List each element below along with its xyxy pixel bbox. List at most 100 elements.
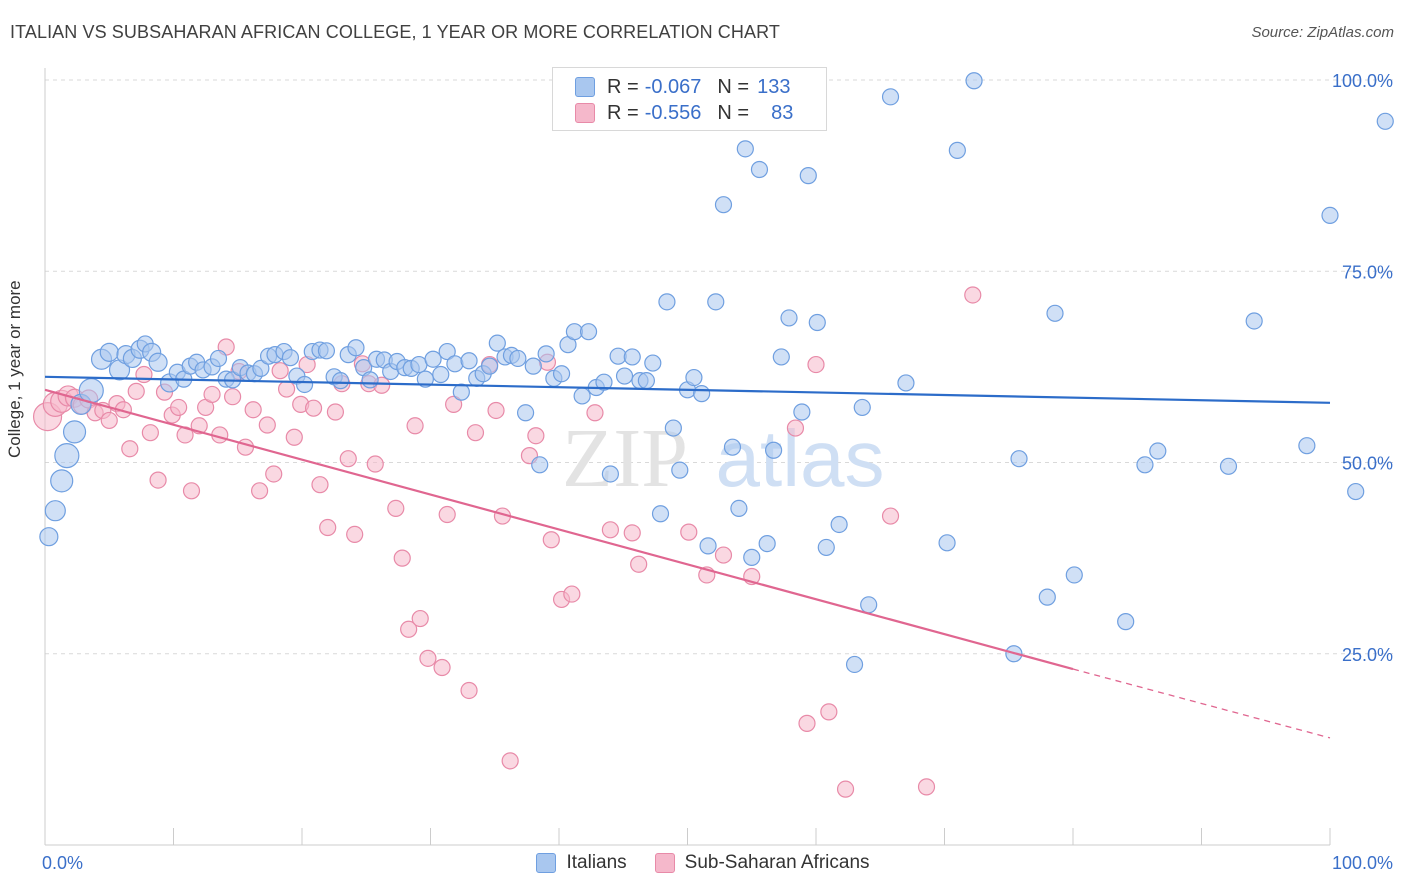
italian-point xyxy=(799,167,817,185)
italian-point xyxy=(1245,312,1263,330)
italian-point xyxy=(252,359,270,378)
italian-point xyxy=(531,456,549,474)
italian-point xyxy=(764,441,783,459)
italian-point xyxy=(658,293,676,311)
african-point xyxy=(623,524,641,542)
italian-point xyxy=(317,342,336,360)
italian-point xyxy=(509,349,527,368)
african-point xyxy=(250,482,269,500)
italian-point xyxy=(524,357,542,375)
african-point xyxy=(366,455,384,473)
italian-point xyxy=(948,141,966,159)
african-point xyxy=(411,609,429,628)
italian-point xyxy=(573,387,591,405)
italian-point xyxy=(938,534,956,552)
italian-point xyxy=(758,534,776,553)
african-trend-line xyxy=(44,388,1074,671)
african-point xyxy=(400,620,418,638)
watermark: ZIP atlas xyxy=(562,412,884,505)
african-point xyxy=(466,424,485,442)
african-point xyxy=(393,549,411,567)
italian-point xyxy=(595,373,613,391)
legend-row-africans: R = -0.556 N = 83 xyxy=(575,101,793,125)
african-point xyxy=(786,419,805,437)
italian-point xyxy=(780,309,798,327)
italian-point xyxy=(644,354,662,372)
italian-point xyxy=(845,655,864,674)
legend-item-africans[interactable]: Sub-Saharan Africans xyxy=(654,852,870,874)
legend-item-italians[interactable]: Italians xyxy=(536,852,627,874)
y-tick-label: 100.0% xyxy=(1332,71,1393,91)
african-point xyxy=(438,505,456,524)
italian-point xyxy=(601,465,620,483)
italian-point xyxy=(623,348,641,366)
african-point xyxy=(203,385,221,404)
legend-n-value: 83 xyxy=(771,101,794,124)
chart-title: ITALIAN VS SUBSAHARAN AFRICAN COLLEGE, 1… xyxy=(10,22,780,42)
y-tick-label: 25.0% xyxy=(1342,645,1393,665)
african-point xyxy=(820,703,838,721)
axes xyxy=(44,68,1331,846)
italian-point xyxy=(537,345,555,363)
italian-point xyxy=(615,367,634,385)
italian-point xyxy=(331,372,350,390)
italian-point xyxy=(730,499,748,517)
legend-r-value: -0.556 xyxy=(644,101,702,124)
italian-point xyxy=(637,372,655,390)
italian-point xyxy=(853,398,871,417)
african-point xyxy=(326,403,345,421)
x-tick-label-min: 0.0% xyxy=(42,853,83,873)
italian-point xyxy=(772,348,790,366)
italian-point xyxy=(664,419,682,437)
italian-point xyxy=(1298,437,1316,455)
african-point xyxy=(406,417,424,435)
italian-point xyxy=(830,515,848,534)
african-point xyxy=(807,355,825,374)
italian-point xyxy=(1219,457,1238,475)
african-point xyxy=(836,780,855,798)
italian-point xyxy=(579,323,598,341)
italian-points xyxy=(39,72,1394,674)
x-tick-label-max: 100.0% xyxy=(1332,853,1393,873)
italian-point xyxy=(481,357,499,375)
african-point xyxy=(964,286,982,304)
italian-point xyxy=(361,371,379,389)
italian-point xyxy=(438,342,456,361)
italian-point xyxy=(736,140,754,158)
african-point xyxy=(127,382,145,400)
african-point xyxy=(680,523,698,541)
italian-point xyxy=(424,350,442,368)
italian-swatch xyxy=(575,77,595,97)
african-point xyxy=(339,450,357,468)
italian-point xyxy=(452,383,470,401)
italian-point xyxy=(1149,442,1167,460)
italian-point xyxy=(44,500,66,522)
african-point xyxy=(244,401,262,419)
italian-point xyxy=(1010,450,1028,468)
italian-point xyxy=(62,420,87,444)
italian-point xyxy=(817,538,835,557)
legend-label-africans: Sub-Saharan Africans xyxy=(684,852,870,873)
african-point xyxy=(121,440,139,458)
italian-trend-line xyxy=(44,375,1331,404)
african-point xyxy=(182,482,201,500)
african-point xyxy=(501,752,519,770)
african-point xyxy=(170,398,188,417)
y-tick-label: 50.0% xyxy=(1342,454,1393,474)
african-point xyxy=(319,518,337,537)
african-point xyxy=(224,388,242,406)
african-point xyxy=(542,531,560,549)
african-swatch xyxy=(575,103,595,123)
italian-point xyxy=(723,438,742,456)
italian-point xyxy=(460,352,478,370)
african-point xyxy=(387,499,405,517)
african-trend-extension xyxy=(1072,668,1331,739)
legend-n-value: 133 xyxy=(757,75,791,98)
italian-point xyxy=(1065,566,1083,584)
italian-point xyxy=(39,527,59,547)
italian-point xyxy=(1376,112,1394,130)
italian-point xyxy=(750,160,769,179)
italian-point xyxy=(54,443,80,469)
italian-point xyxy=(209,349,228,368)
